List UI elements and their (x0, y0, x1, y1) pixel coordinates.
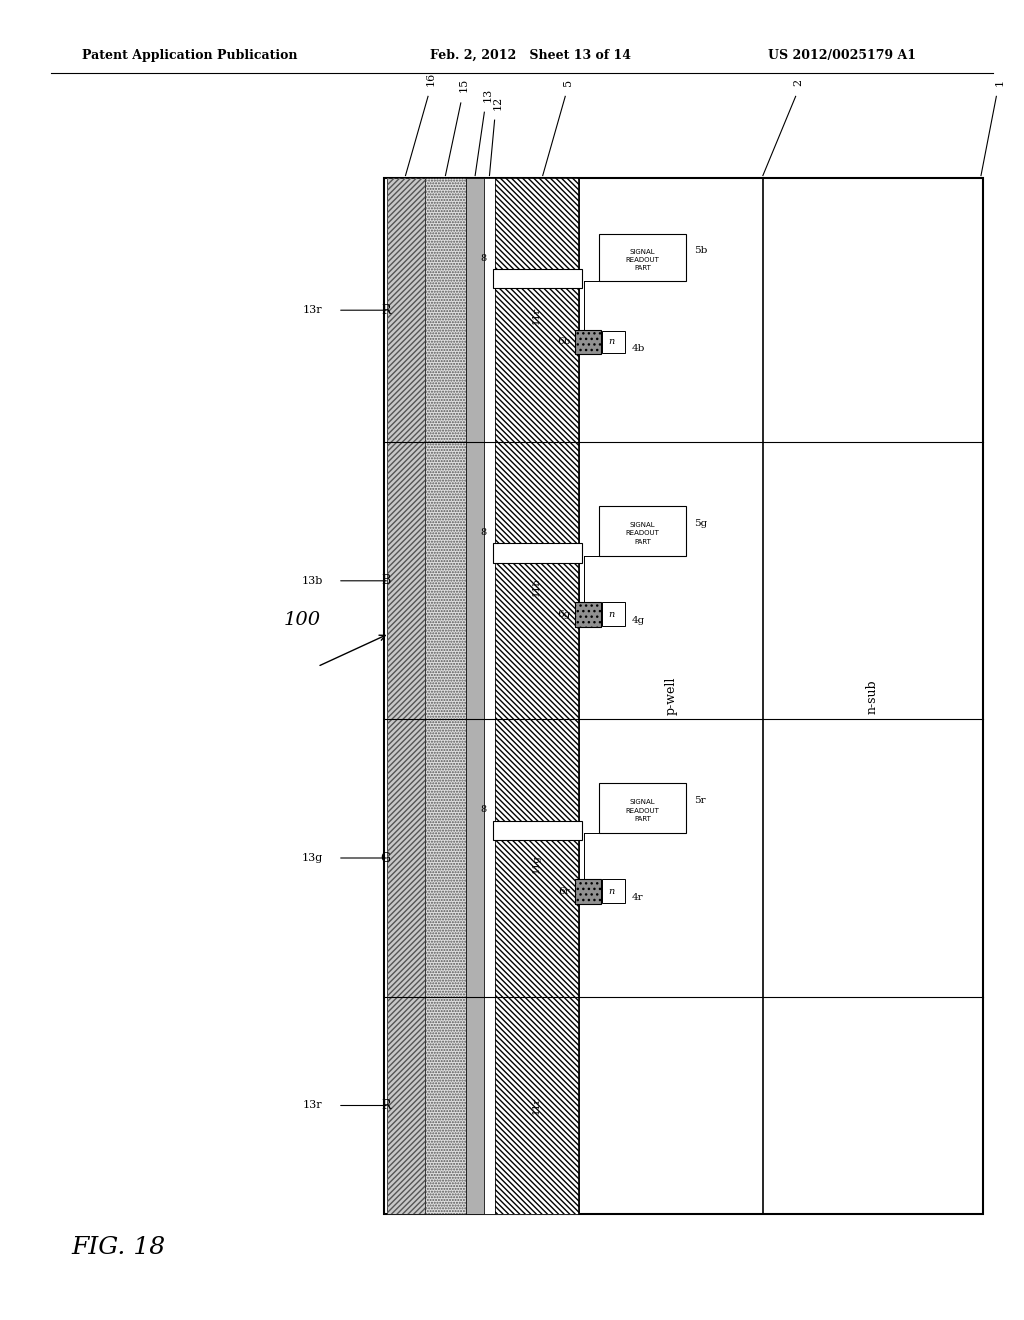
Bar (466, 178, 484, 1214)
Text: 11b: 11b (532, 577, 541, 595)
Text: 11g: 11g (532, 854, 541, 873)
Text: 8: 8 (480, 528, 486, 537)
Text: 8: 8 (480, 805, 486, 814)
Bar (387, 178, 425, 1214)
Text: FIG. 18: FIG. 18 (72, 1236, 166, 1259)
Text: 4g: 4g (632, 616, 645, 626)
Text: 13r: 13r (303, 305, 323, 315)
Text: 13: 13 (482, 87, 493, 102)
Bar (425, 178, 466, 1214)
Text: 1: 1 (994, 79, 1005, 86)
Text: US 2012/0025179 A1: US 2012/0025179 A1 (768, 49, 916, 62)
Text: 6r: 6r (559, 887, 570, 896)
Text: 13b: 13b (301, 576, 323, 586)
Bar (602, 602, 625, 626)
Text: n-sub: n-sub (865, 678, 879, 714)
Text: 13g: 13g (301, 853, 323, 863)
Bar (493, 269, 582, 288)
Text: 8: 8 (480, 253, 486, 263)
Bar (602, 330, 625, 352)
Text: 11r: 11r (532, 1097, 541, 1114)
Text: n: n (608, 610, 614, 619)
Text: R: R (381, 1100, 390, 1111)
Bar (599, 506, 686, 556)
Bar (493, 821, 582, 840)
Text: p-well: p-well (665, 677, 677, 715)
Text: 11r: 11r (532, 306, 541, 325)
Text: 12: 12 (493, 95, 503, 110)
Text: Feb. 2, 2012   Sheet 13 of 14: Feb. 2, 2012 Sheet 13 of 14 (430, 49, 631, 62)
Text: 5r: 5r (694, 796, 706, 805)
Text: 100: 100 (284, 611, 321, 630)
Bar (495, 178, 579, 1214)
Text: PART: PART (634, 539, 651, 545)
Text: 4b: 4b (632, 345, 645, 352)
Bar (493, 544, 582, 562)
Text: n: n (608, 338, 614, 346)
Text: 4r: 4r (632, 894, 643, 903)
Text: SIGNAL: SIGNAL (630, 799, 655, 805)
Text: 5g: 5g (694, 519, 708, 528)
Text: 16: 16 (426, 71, 436, 86)
Text: SIGNAL: SIGNAL (630, 248, 655, 255)
Text: R: R (381, 304, 390, 317)
Text: 13r: 13r (303, 1101, 323, 1110)
Bar (599, 234, 686, 281)
Bar (599, 783, 686, 833)
Text: 6b: 6b (557, 338, 570, 346)
Text: 15: 15 (459, 78, 469, 92)
Text: 5: 5 (563, 79, 573, 86)
Text: G: G (381, 851, 390, 865)
Text: 5b: 5b (694, 246, 708, 255)
Bar (484, 178, 495, 1214)
Text: PART: PART (634, 265, 651, 271)
Text: 6g: 6g (557, 610, 570, 619)
Bar (387, 178, 425, 1214)
Bar (575, 879, 601, 904)
Text: SIGNAL: SIGNAL (630, 521, 655, 528)
Text: READOUT: READOUT (626, 808, 659, 813)
Text: Patent Application Publication: Patent Application Publication (82, 49, 297, 62)
Text: n: n (608, 887, 614, 896)
Bar (602, 879, 625, 903)
Bar (575, 602, 601, 627)
Bar (495, 178, 579, 1214)
Text: PART: PART (634, 816, 651, 822)
Bar (425, 178, 466, 1214)
Text: READOUT: READOUT (626, 531, 659, 536)
Text: 2: 2 (794, 79, 804, 86)
Text: B: B (381, 574, 390, 587)
Bar (575, 330, 601, 354)
Text: READOUT: READOUT (626, 257, 659, 263)
Bar (384, 178, 983, 1214)
